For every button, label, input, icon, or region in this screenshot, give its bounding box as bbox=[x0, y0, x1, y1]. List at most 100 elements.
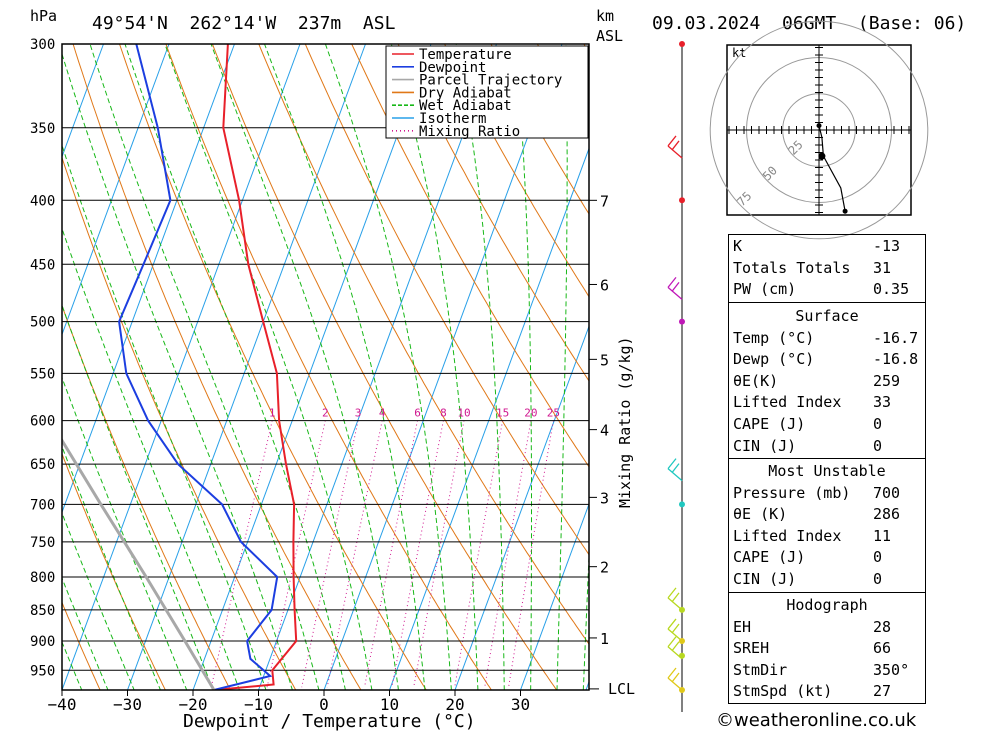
height-unit-label: km bbox=[596, 7, 614, 25]
wet-adiabat-line bbox=[62, 511, 135, 690]
pressure-tick-label: 300 bbox=[30, 37, 55, 53]
wind-barb-flag bbox=[671, 641, 680, 652]
wet-adiabat-line bbox=[89, 44, 320, 690]
x-tick-label: −10 bbox=[244, 695, 273, 714]
pressure-tick-label: 450 bbox=[30, 257, 55, 273]
dry-adiabat-line bbox=[62, 452, 166, 690]
hodo-row-stmspd: StmSpd (kt) 27 bbox=[733, 682, 892, 701]
copyright[interactable]: ©weatheronline.co.uk bbox=[716, 710, 917, 731]
mu-row-thetae: θE (K) 286 bbox=[733, 505, 901, 524]
isotherm-line bbox=[62, 44, 235, 514]
mixing-ratio-line bbox=[484, 420, 532, 688]
wet-adiabat-line bbox=[264, 44, 426, 690]
x-tick-label: 0 bbox=[319, 695, 329, 714]
mixing-ratio-label: 25 bbox=[547, 407, 560, 420]
mu-row-li: Lifted Index 11 bbox=[733, 526, 892, 545]
mixing-ratio-labels: 1 2 3 4 6 8 10 15 20 25 bbox=[269, 407, 560, 420]
pressure-tick-label: 700 bbox=[30, 497, 55, 513]
dry-adiabat-line bbox=[62, 304, 231, 690]
mixing-ratio-label: 8 bbox=[440, 407, 447, 420]
indices-surface: Surface Temp (°C) -16.7 Dewp (°C) -16.8 θE… bbox=[728, 302, 926, 459]
wind-level-dot bbox=[679, 638, 685, 644]
legend-entry: Temperature bbox=[419, 47, 512, 63]
dry-adiabat-line bbox=[955, 44, 1000, 690]
wet-adiabat-line bbox=[210, 44, 399, 690]
lcl-label: LCL bbox=[608, 680, 635, 698]
wind-barb-staff bbox=[667, 597, 683, 611]
wind-barb-staff bbox=[667, 628, 683, 642]
mixing-ratio-label: 2 bbox=[322, 407, 329, 420]
mixing-ratio-line bbox=[326, 420, 383, 688]
wind-barb-flag bbox=[667, 458, 677, 470]
mixing-ratio-line bbox=[413, 420, 465, 688]
wet-adiabat-line bbox=[62, 445, 161, 690]
series-temperature bbox=[214, 44, 298, 690]
wind-level-dot bbox=[679, 606, 685, 613]
height-tick-label: 5 bbox=[600, 351, 609, 369]
index-row-totals: Totals Totals 31 bbox=[733, 258, 892, 277]
wind-barb-flag bbox=[671, 140, 680, 151]
mixing-ratio-line bbox=[301, 420, 359, 688]
hodo-title: Hodograph bbox=[786, 596, 868, 614]
mixing-ratio-label: 15 bbox=[496, 407, 509, 420]
x-axis-title: Dewpoint / Temperature (°C) bbox=[183, 711, 476, 732]
dry-adiabat-line bbox=[211, 44, 558, 690]
hodograph-end-dot bbox=[842, 208, 848, 214]
mixing-ratio-line bbox=[391, 420, 444, 688]
wind-barb-flag bbox=[667, 667, 677, 679]
height-unit-label-asl: ASL bbox=[596, 27, 623, 45]
x-tick-label: −20 bbox=[179, 695, 208, 714]
mixing-ratio-label: 20 bbox=[524, 407, 537, 420]
plot-frame bbox=[61, 43, 590, 691]
y2-axis-title: Mixing Ratio (g/kg) bbox=[616, 336, 634, 508]
surface-row-temp: Temp (°C) -16.7 bbox=[733, 328, 919, 347]
height-tick-label: 6 bbox=[600, 276, 609, 294]
index-row-pw: PW (cm) 0.35 bbox=[733, 280, 910, 299]
x-tick-label: −40 bbox=[48, 695, 77, 714]
dry-adiabat-line bbox=[258, 44, 589, 646]
sounding-series bbox=[62, 44, 298, 690]
axes: 3003504004505005506006507007508008509009… bbox=[30, 37, 635, 714]
isotherm-line bbox=[62, 44, 170, 336]
wind-level-dot bbox=[679, 501, 685, 508]
mu-row-cape: CAPE (J) 0 bbox=[733, 548, 883, 567]
surface-row-thetae: θE(K) 259 bbox=[733, 371, 901, 390]
isotherm-line bbox=[323, 44, 563, 690]
pressure-tick-label: 600 bbox=[30, 414, 55, 430]
wind-barb-staff bbox=[667, 286, 683, 300]
isotherm-line bbox=[520, 502, 589, 690]
legend-entry: Dewpoint bbox=[419, 60, 486, 76]
wind-profile bbox=[667, 41, 685, 693]
series-dewpoint bbox=[118, 44, 279, 690]
wind-barb-flag bbox=[667, 135, 677, 147]
pressure-tick-label: 950 bbox=[30, 663, 55, 679]
pressure-tick-label: 350 bbox=[30, 121, 55, 137]
x-tick-label: −30 bbox=[113, 695, 142, 714]
isotherm-line bbox=[62, 44, 301, 690]
legend-entry: Dry Adiabat bbox=[419, 85, 512, 101]
isotherm-line bbox=[258, 44, 497, 690]
wind-barb-flag bbox=[671, 463, 680, 474]
hodograph-start-dot bbox=[816, 123, 822, 129]
pressure-tick-label: 900 bbox=[30, 634, 55, 650]
dry-adiabat-line bbox=[119, 44, 427, 690]
pressure-tick-label: 850 bbox=[30, 603, 55, 619]
dry-adiabat-line bbox=[444, 44, 589, 298]
wind-level-dot bbox=[679, 197, 685, 204]
wet-adiabat-line bbox=[124, 44, 346, 690]
wet-adiabat-line bbox=[324, 44, 452, 690]
legend-entry: Isotherm bbox=[419, 111, 486, 127]
wind-barb-flag bbox=[667, 636, 677, 648]
height-tick-label: 2 bbox=[600, 559, 609, 577]
wet-adiabat-line bbox=[62, 576, 109, 690]
wind-level-dot bbox=[679, 687, 685, 693]
series-parcel-trajectory bbox=[62, 437, 216, 690]
surface-row-li: Lifted Index 33 bbox=[733, 393, 892, 412]
wind-barb-flag bbox=[667, 276, 677, 288]
wind-barb-staff bbox=[667, 468, 683, 482]
height-tick-label: 3 bbox=[600, 489, 609, 507]
wet-adiabat-line bbox=[514, 44, 532, 690]
